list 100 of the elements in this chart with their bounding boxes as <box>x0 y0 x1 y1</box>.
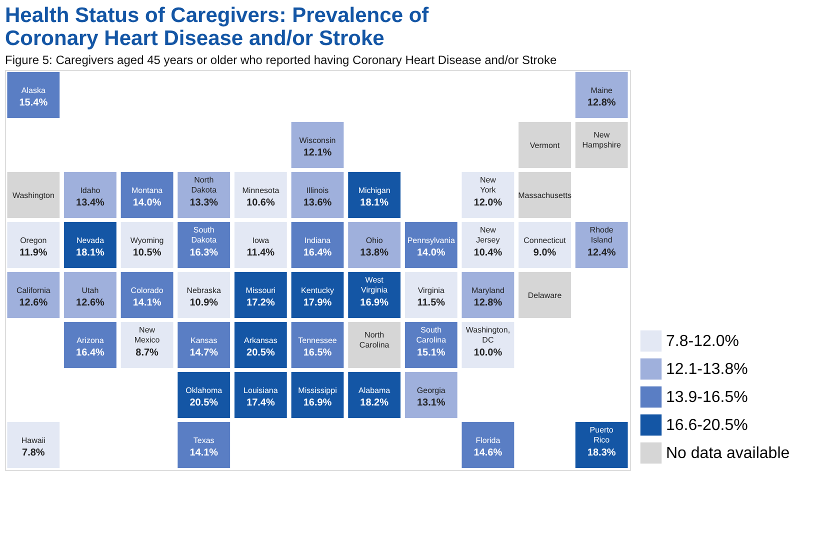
category-label: Missouri <box>246 286 276 295</box>
category-label: Louisiana <box>244 386 278 395</box>
data-label: 12.1% <box>303 148 332 158</box>
data-label: 15.1% <box>416 348 446 358</box>
category-label: North Carolina <box>359 330 390 350</box>
data-label: 14.0% <box>132 198 162 208</box>
category-label: Washington, DC <box>466 326 510 344</box>
category-label: Colorado <box>130 286 164 295</box>
category-label: Puerto Rico <box>590 426 614 444</box>
category-label: Georgia <box>416 386 446 395</box>
data-label: 12.4% <box>587 248 616 258</box>
data-label: 20.5% <box>190 398 218 408</box>
data-label: 17.4% <box>246 398 275 408</box>
category-label: Ohio <box>366 236 384 245</box>
category-label: South Carolina <box>416 326 447 344</box>
data-label: 12.6% <box>76 298 105 308</box>
legend-label: 12.1-13.8% <box>666 361 748 378</box>
category-label: Nevada <box>76 236 105 245</box>
category-label: Utah <box>82 286 99 295</box>
category-label: West Virginia <box>361 276 388 294</box>
data-label: 10.9% <box>190 298 218 308</box>
category-label: Maryland <box>472 286 504 295</box>
data-label: 16.4% <box>76 348 105 358</box>
data-label: 13.4% <box>76 198 105 208</box>
category-label: Idaho <box>80 186 101 195</box>
data-label: 14.0% <box>416 248 446 258</box>
category-label: Montana <box>131 186 164 195</box>
category-label: Indiana <box>304 236 332 245</box>
category-label: Texas <box>193 436 214 445</box>
data-label: 13.8% <box>360 248 389 258</box>
text: Health Status of Caregivers: Prevalence of Coronary Heart Disease and/or Stroke <box>5 4 430 50</box>
data-label: 16.5% <box>303 348 332 358</box>
data-label: 7.8% <box>22 448 45 458</box>
category-label: Maine <box>590 86 614 95</box>
category-label: Virginia <box>418 286 445 295</box>
data-label: 14.6% <box>474 448 502 458</box>
category-label: Delaware <box>528 291 562 300</box>
category-label: Oregon <box>20 236 47 245</box>
data-label: 20.5% <box>246 348 275 358</box>
data-label: 12.8% <box>587 98 616 108</box>
category-label: New Jersey <box>476 226 500 244</box>
data-label: 8.7% <box>136 348 159 358</box>
category-label: Vermont <box>530 141 560 150</box>
data-label: 15.4% <box>19 98 48 108</box>
data-label: 12.8% <box>474 298 502 308</box>
category-label: Nebraska <box>186 286 222 295</box>
category-label: New York <box>480 176 497 194</box>
data-label: 14.7% <box>190 348 218 358</box>
data-label: 17.9% <box>303 298 332 308</box>
data-label: 13.3% <box>190 198 218 208</box>
category-label: North Dakota <box>191 176 218 194</box>
category-label: Illinois <box>306 186 329 195</box>
text: Figure 5: Caregivers aged 45 years or older who reported having Coronary Heart Disease and/or Stroke <box>5 53 557 67</box>
data-label: 9.0% <box>533 248 556 258</box>
category-label: Rhode Island <box>590 226 614 244</box>
data-label: 14.1% <box>190 448 218 458</box>
data-label: 16.9% <box>360 298 389 308</box>
data-label: 10.4% <box>474 248 502 258</box>
category-label: Hawaii <box>21 436 46 445</box>
data-label: 16.3% <box>190 248 218 258</box>
data-label: 12.6% <box>19 298 48 308</box>
category-label: Florida <box>476 436 501 445</box>
category-label: Wisconsin <box>299 136 336 145</box>
data-label: 10.5% <box>132 248 162 258</box>
category-label: Mississippi <box>298 386 338 395</box>
category-label: Washington <box>12 191 54 200</box>
category-label: Tennessee <box>298 336 338 345</box>
data-label: 18.3% <box>587 448 616 458</box>
data-label: 17.2% <box>246 298 275 308</box>
category-label: Kentucky <box>301 286 334 295</box>
data-label: 18.2% <box>360 398 389 408</box>
data-label: 13.6% <box>303 198 332 208</box>
category-label: Minnesota <box>242 186 280 195</box>
category-label: Arkansas <box>244 336 278 345</box>
legend-label: 16.6-20.5% <box>666 417 748 434</box>
category-label: Connecticut <box>524 236 567 245</box>
category-label: Massachusetts <box>518 191 572 200</box>
category-label: Kansas <box>190 336 218 345</box>
data-label: 11.9% <box>20 248 48 258</box>
data-label: 18.1% <box>76 248 105 258</box>
category-label: Pennsylvania <box>407 236 456 245</box>
data-label: 11.4% <box>246 248 275 258</box>
category-label: Michigan <box>358 186 390 195</box>
legend-label: No data available <box>666 445 790 462</box>
category-label: Oklahoma <box>186 386 223 395</box>
data-label: 13.1% <box>416 398 446 408</box>
legend-label: 13.9-16.5% <box>666 389 748 406</box>
category-label: Iowa <box>252 236 270 245</box>
category-label: Alabama <box>358 386 391 395</box>
category-label: South Dakota <box>191 226 218 244</box>
legend-label: 7.8-12.0% <box>666 333 739 350</box>
category-label: Alaska <box>21 86 46 95</box>
category-label: Arizona <box>76 336 104 345</box>
category-label: New Hampshire <box>582 130 622 150</box>
data-label: 16.9% <box>303 398 332 408</box>
category-label: Wyoming <box>130 236 164 245</box>
data-label: 12.0% <box>474 198 502 208</box>
data-label: 10.6% <box>246 198 275 208</box>
data-label: 11.5% <box>417 298 446 308</box>
category-label: California <box>16 286 51 295</box>
